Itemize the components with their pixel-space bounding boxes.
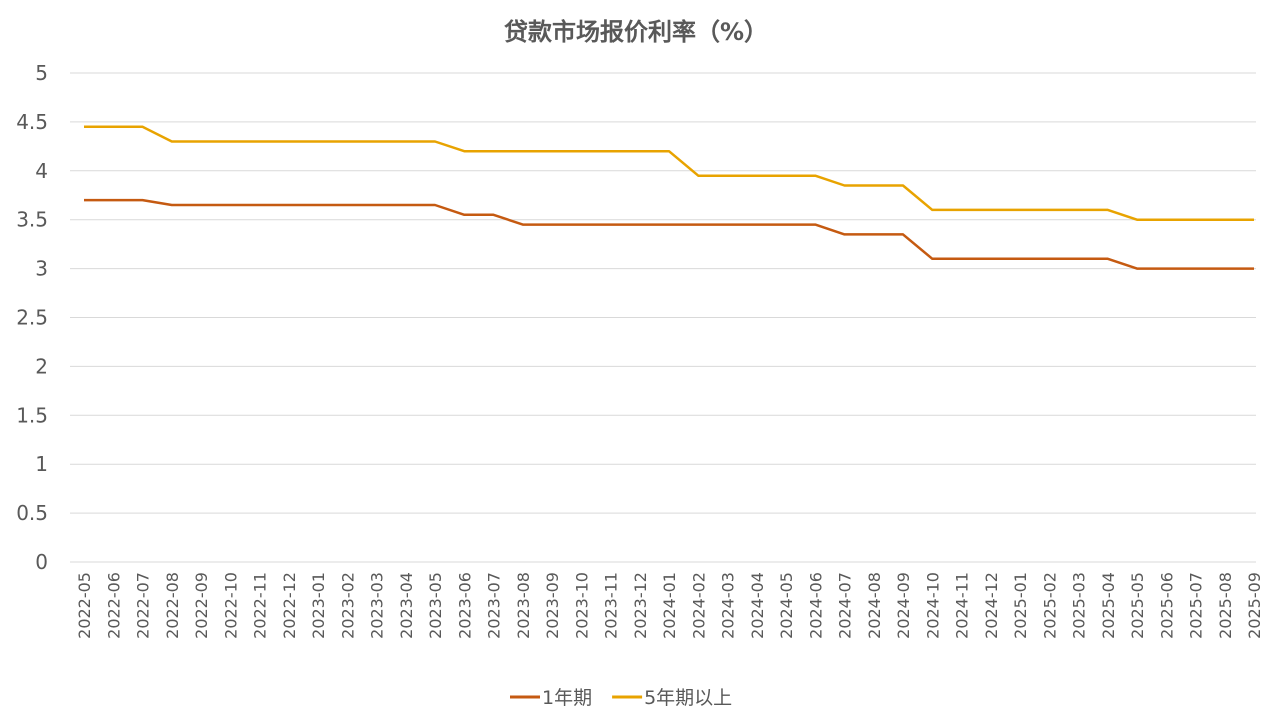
x-tick-label: 2025-03 bbox=[1070, 572, 1089, 639]
x-tick-label: 2024-05 bbox=[777, 572, 796, 639]
series-line-1y bbox=[84, 198, 1254, 270]
series-lines bbox=[84, 125, 1254, 270]
chart-title: 贷款市场报价利率（%） bbox=[504, 18, 768, 46]
x-tick-label: 2022-08 bbox=[163, 572, 182, 639]
x-tick-label: 2023-10 bbox=[572, 572, 591, 639]
y-tick-label: 1 bbox=[35, 452, 48, 476]
y-tick-label: 4 bbox=[35, 159, 48, 183]
gridlines bbox=[70, 72, 1256, 563]
x-tick-label: 2023-06 bbox=[455, 572, 474, 639]
x-tick-label: 2025-01 bbox=[1011, 572, 1030, 639]
x-tick-label: 2022-12 bbox=[280, 572, 299, 639]
legend: 1年期 5年期以上 bbox=[510, 687, 732, 709]
x-tick-label: 2023-03 bbox=[368, 572, 387, 639]
y-tick-label: 4.5 bbox=[16, 110, 48, 134]
x-tick-label: 2023-09 bbox=[543, 572, 562, 639]
legend-label: 1年期 bbox=[542, 687, 592, 709]
y-axis-ticks: 0 0.5 1 1.5 2 2.5 3 3.5 4 4.5 5 bbox=[16, 61, 48, 574]
y-tick-label: 3 bbox=[35, 257, 48, 281]
x-tick-label: 2022-11 bbox=[251, 572, 270, 639]
x-tick-label: 2024-11 bbox=[953, 572, 972, 639]
y-tick-label: 2.5 bbox=[16, 306, 48, 330]
x-tick-label: 2022-05 bbox=[75, 572, 94, 639]
x-tick-label: 2024-02 bbox=[689, 572, 708, 639]
y-tick-label: 0 bbox=[35, 550, 48, 574]
x-tick-label: 2023-08 bbox=[514, 572, 533, 639]
x-tick-label: 2025-02 bbox=[1040, 572, 1059, 639]
x-tick-label: 2023-12 bbox=[631, 572, 650, 639]
series-line-5y bbox=[84, 125, 1254, 221]
x-tick-label: 2024-08 bbox=[865, 572, 884, 639]
x-tick-label: 2024-01 bbox=[660, 572, 679, 639]
x-tick-label: 2022-06 bbox=[104, 572, 123, 639]
x-tick-label: 2025-07 bbox=[1187, 572, 1206, 639]
y-tick-label: 5 bbox=[35, 61, 48, 85]
x-tick-label: 2023-04 bbox=[397, 572, 416, 639]
y-tick-label: 0.5 bbox=[16, 501, 48, 525]
legend-label: 5年期以上 bbox=[644, 687, 732, 709]
x-tick-label: 2023-02 bbox=[338, 572, 357, 639]
x-tick-label: 2023-07 bbox=[485, 572, 504, 639]
x-tick-label: 2024-10 bbox=[923, 572, 942, 639]
x-tick-label: 2025-06 bbox=[1157, 572, 1176, 639]
x-tick-label: 2022-07 bbox=[134, 572, 153, 639]
x-axis-ticks: 2022-05 2022-06 2022-07 2022-08 2022-09 2022-… bbox=[75, 572, 1264, 639]
y-tick-label: 2 bbox=[35, 354, 48, 378]
x-tick-label: 2022-10 bbox=[221, 572, 240, 639]
x-tick-label: 2024-03 bbox=[719, 572, 738, 639]
x-tick-label: 2025-05 bbox=[1128, 572, 1147, 639]
x-tick-label: 2024-12 bbox=[982, 572, 1001, 639]
y-tick-label: 1.5 bbox=[16, 403, 48, 427]
x-tick-label: 2025-09 bbox=[1245, 572, 1264, 639]
x-tick-label: 2023-05 bbox=[426, 572, 445, 639]
x-tick-label: 2024-07 bbox=[836, 572, 855, 639]
x-tick-label: 2024-09 bbox=[894, 572, 913, 639]
y-tick-label: 3.5 bbox=[16, 208, 48, 232]
x-tick-label: 2025-04 bbox=[1099, 572, 1118, 639]
x-tick-label: 2025-08 bbox=[1216, 572, 1235, 639]
x-tick-label: 2022-09 bbox=[192, 572, 211, 639]
x-tick-label: 2024-06 bbox=[806, 572, 825, 639]
x-tick-label: 2024-04 bbox=[748, 572, 767, 639]
x-tick-label: 2023-01 bbox=[309, 572, 328, 639]
x-tick-label: 2023-11 bbox=[602, 572, 621, 639]
